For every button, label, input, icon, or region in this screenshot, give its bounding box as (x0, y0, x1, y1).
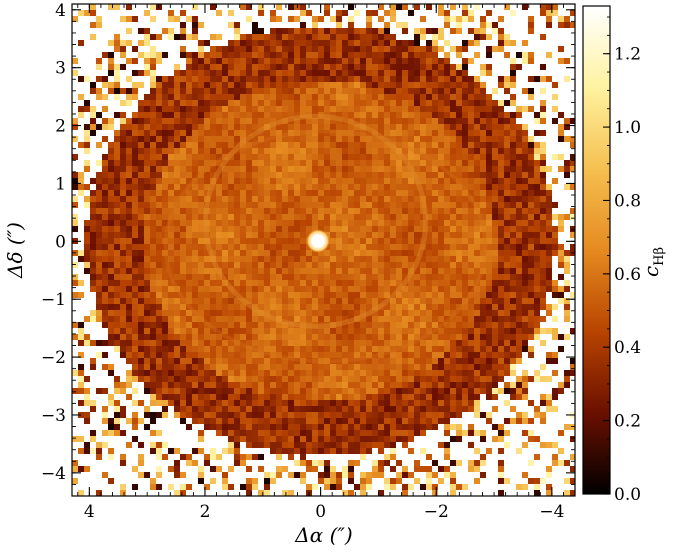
x-tick-label: −4 (539, 502, 564, 522)
colorbar (582, 5, 611, 495)
colorbar-tick-label: 0.4 (614, 338, 641, 358)
y-axis-ticks: 4 3 2 1 0 −1 −2 −3 −4 (41, 1, 575, 497)
x-axis-label: Δα (″) (294, 523, 352, 547)
x-axis-ticks: 4 2 0 −2 −4 (77, 4, 564, 522)
x-tick-label: 2 (200, 502, 211, 522)
colorbar-label-subscript: Hβ (652, 247, 667, 266)
y-tick-label: 1 (55, 174, 66, 194)
y-tick-label: 2 (55, 117, 66, 137)
colorbar-tick-label: 0.2 (614, 412, 641, 432)
y-tick-label: −2 (41, 348, 66, 368)
x-tick-label: 0 (315, 502, 326, 522)
heatmap-image (72, 4, 575, 496)
colorbar-label-main: c (639, 266, 663, 277)
colorbar-tick-label: 1.0 (614, 118, 641, 138)
colorbar-tick-label: 0.6 (614, 265, 641, 285)
plot-frame (71, 3, 576, 497)
heatmap-pixels (72, 4, 575, 496)
y-tick-label: 3 (55, 59, 66, 79)
central-star (306, 229, 330, 253)
nebula-shell-features (163, 113, 488, 364)
colorbar-ticks: 0.0 0.2 0.4 0.6 0.8 1.0 1.2 (603, 16, 641, 505)
y-tick-label: 0 (55, 232, 66, 252)
x-tick-label: 4 (84, 502, 95, 522)
y-tick-label: −4 (41, 464, 66, 484)
y-tick-label: 4 (55, 1, 66, 21)
colorbar-tick-label: 1.2 (614, 45, 641, 65)
colorbar-label: cHβ (639, 247, 667, 277)
colorbar-tick-label: 0.0 (614, 485, 641, 505)
y-axis-label: Δδ (″) (3, 222, 27, 279)
colorbar-tick-label: 0.8 (614, 191, 641, 211)
x-tick-label: −2 (424, 502, 449, 522)
y-tick-label: −3 (41, 406, 66, 426)
y-tick-label: −1 (41, 290, 66, 310)
